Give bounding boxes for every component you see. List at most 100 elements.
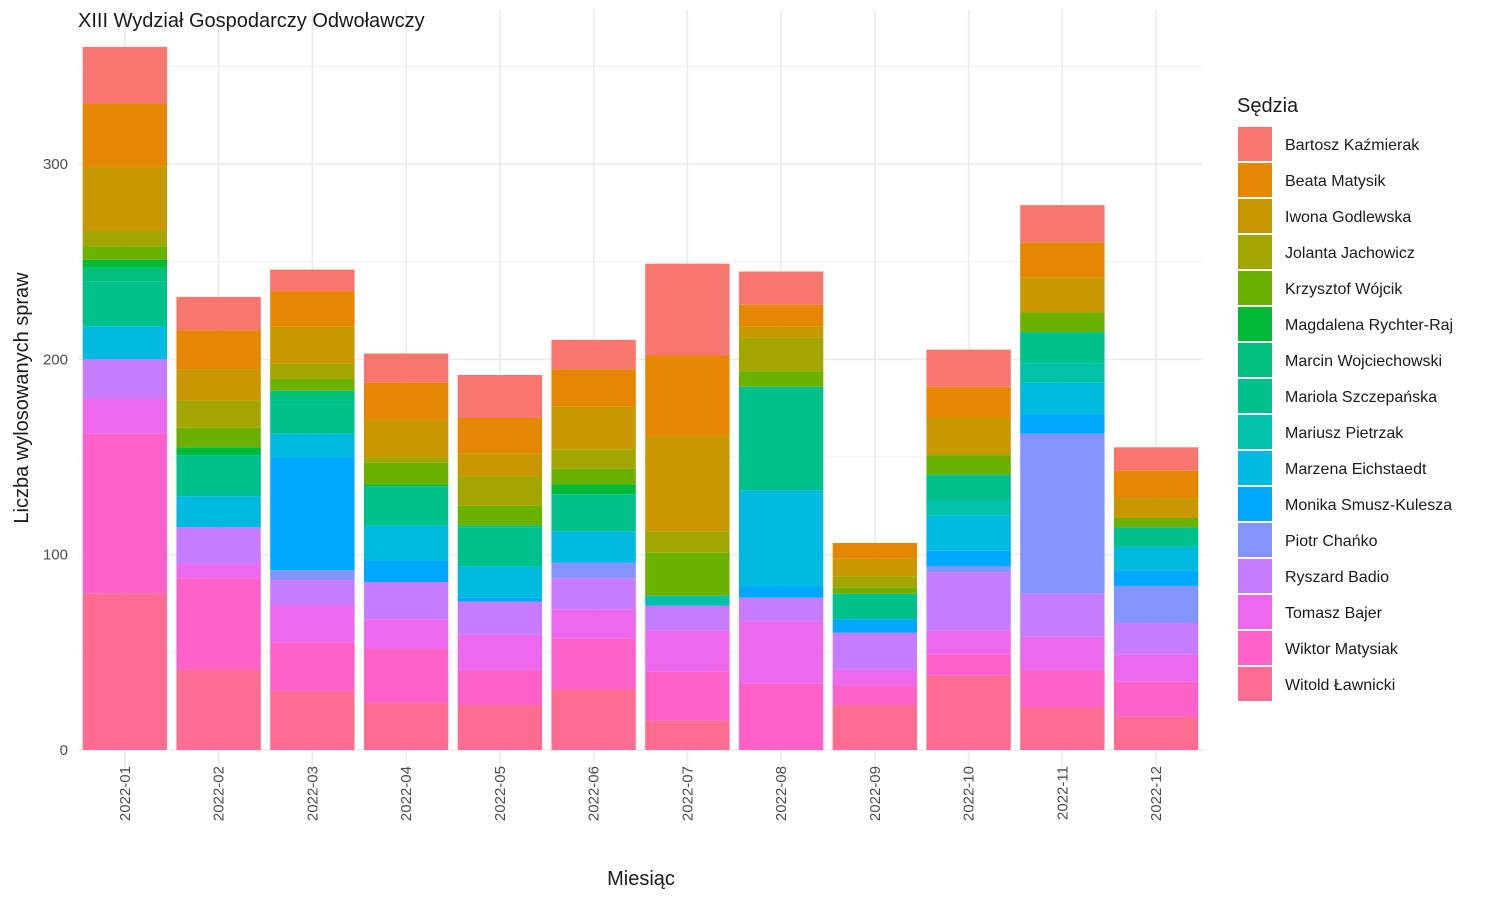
bar-segment xyxy=(832,669,918,686)
legend-swatch xyxy=(1238,199,1272,233)
bar-segment xyxy=(738,683,824,750)
bar-segment xyxy=(832,685,918,706)
bar-segment xyxy=(270,570,355,581)
bar-segment xyxy=(270,457,355,571)
bar-segment xyxy=(457,597,543,602)
bar-segment xyxy=(551,339,636,370)
bar-segment xyxy=(176,669,261,750)
x-tick-label: 2022-07 xyxy=(679,766,696,821)
bar-segment xyxy=(551,406,636,450)
bar-segment xyxy=(363,382,449,420)
bar-segment xyxy=(1113,546,1199,571)
bar-segment xyxy=(926,515,1011,551)
bar-segment xyxy=(270,390,355,401)
bar-segment xyxy=(363,648,449,704)
bar-segment xyxy=(832,632,918,670)
bar-segment xyxy=(738,304,824,327)
bar-segment xyxy=(738,621,824,684)
bar-segment xyxy=(1113,517,1199,528)
y-tick-label: 100 xyxy=(43,547,68,564)
bar-segment xyxy=(738,597,824,622)
bar-segment xyxy=(1020,332,1105,364)
y-tick-label: 0 xyxy=(60,742,68,759)
legend-label: Iwona Godlewska xyxy=(1285,209,1411,226)
legend-swatch xyxy=(1238,631,1272,665)
bar-segment xyxy=(926,566,1011,573)
bar-segment xyxy=(551,562,636,579)
bar-segment xyxy=(738,490,824,586)
legend-label: Mariola Szczepańska xyxy=(1285,389,1437,406)
bar-segment xyxy=(363,353,449,383)
bar-segment xyxy=(832,558,918,577)
legend-swatch xyxy=(1238,127,1272,161)
bar-segment xyxy=(551,689,636,750)
bar-segment xyxy=(270,433,355,458)
legend-label: Witold Ławnicki xyxy=(1285,677,1395,694)
legend-swatch xyxy=(1238,307,1272,341)
legend-swatch xyxy=(1238,667,1272,701)
bar-segment xyxy=(363,484,449,487)
bar-segment xyxy=(1020,277,1105,313)
bar-segment xyxy=(270,269,355,292)
bar-segment xyxy=(1113,447,1199,471)
x-tick-label: 2022-03 xyxy=(304,766,321,821)
bar-segment xyxy=(457,375,543,418)
bar-segment xyxy=(457,634,543,670)
bar-segment xyxy=(82,267,168,282)
legend-swatch xyxy=(1238,343,1272,377)
bar-segment xyxy=(1020,636,1105,670)
legend-swatch xyxy=(1238,487,1272,521)
bar-segment xyxy=(645,355,730,436)
bar-segment xyxy=(457,417,543,454)
bar-segment xyxy=(457,669,543,706)
bar-segment xyxy=(270,642,355,692)
bar-segment xyxy=(926,654,1011,676)
bar-segment xyxy=(832,705,918,750)
bar-segment xyxy=(270,400,355,434)
bar-segment xyxy=(738,337,824,372)
bar-segment xyxy=(926,572,1011,631)
bar-segment xyxy=(1020,669,1105,708)
bar-segment xyxy=(270,378,355,391)
bar-segment xyxy=(738,585,824,598)
bar-segment xyxy=(1020,312,1105,333)
legend-swatch xyxy=(1238,595,1272,629)
bar-segment xyxy=(926,675,1011,750)
bar-segment xyxy=(82,103,168,167)
legend-label: Monika Smusz-Kulesza xyxy=(1285,497,1452,514)
bar-segment xyxy=(82,259,168,268)
x-tick-label: 2022-09 xyxy=(867,766,884,821)
legend-swatch xyxy=(1238,415,1272,449)
bar-segment xyxy=(176,496,261,528)
bar-segment xyxy=(551,638,636,690)
bar-segment xyxy=(270,326,355,364)
legend-label: Jolanta Jachowicz xyxy=(1285,245,1415,262)
bar-segment xyxy=(457,453,543,477)
x-tick-label: 2022-01 xyxy=(117,766,134,821)
bar-segment xyxy=(645,630,730,672)
bar-segment xyxy=(270,691,355,750)
bar-segment xyxy=(176,578,261,670)
bar-segment xyxy=(363,560,449,583)
bar-segment xyxy=(82,433,168,594)
bar-segment xyxy=(926,349,1011,387)
legend-label: Tomasz Bajer xyxy=(1285,605,1383,622)
legend-swatch xyxy=(1238,235,1272,269)
legend-title: Sędzia xyxy=(1237,95,1299,117)
bar-segment xyxy=(832,619,918,633)
bar-segment xyxy=(176,527,261,565)
legend-swatch xyxy=(1238,163,1272,197)
bar-segment xyxy=(1113,470,1199,499)
bar-segment xyxy=(551,449,636,469)
bar-segment xyxy=(645,552,730,596)
x-axis-title: Miesiąc xyxy=(607,868,675,890)
bar-segment xyxy=(176,296,261,331)
legend-swatch xyxy=(1238,379,1272,413)
legend-label: Krzysztof Wójcik xyxy=(1285,281,1403,298)
bar-segment xyxy=(1020,433,1105,594)
bar-segment xyxy=(457,476,543,506)
x-tick-label: 2022-02 xyxy=(211,766,228,821)
bar-segment xyxy=(738,326,824,338)
bar-segment xyxy=(645,671,730,721)
bar-segment xyxy=(1113,527,1199,547)
